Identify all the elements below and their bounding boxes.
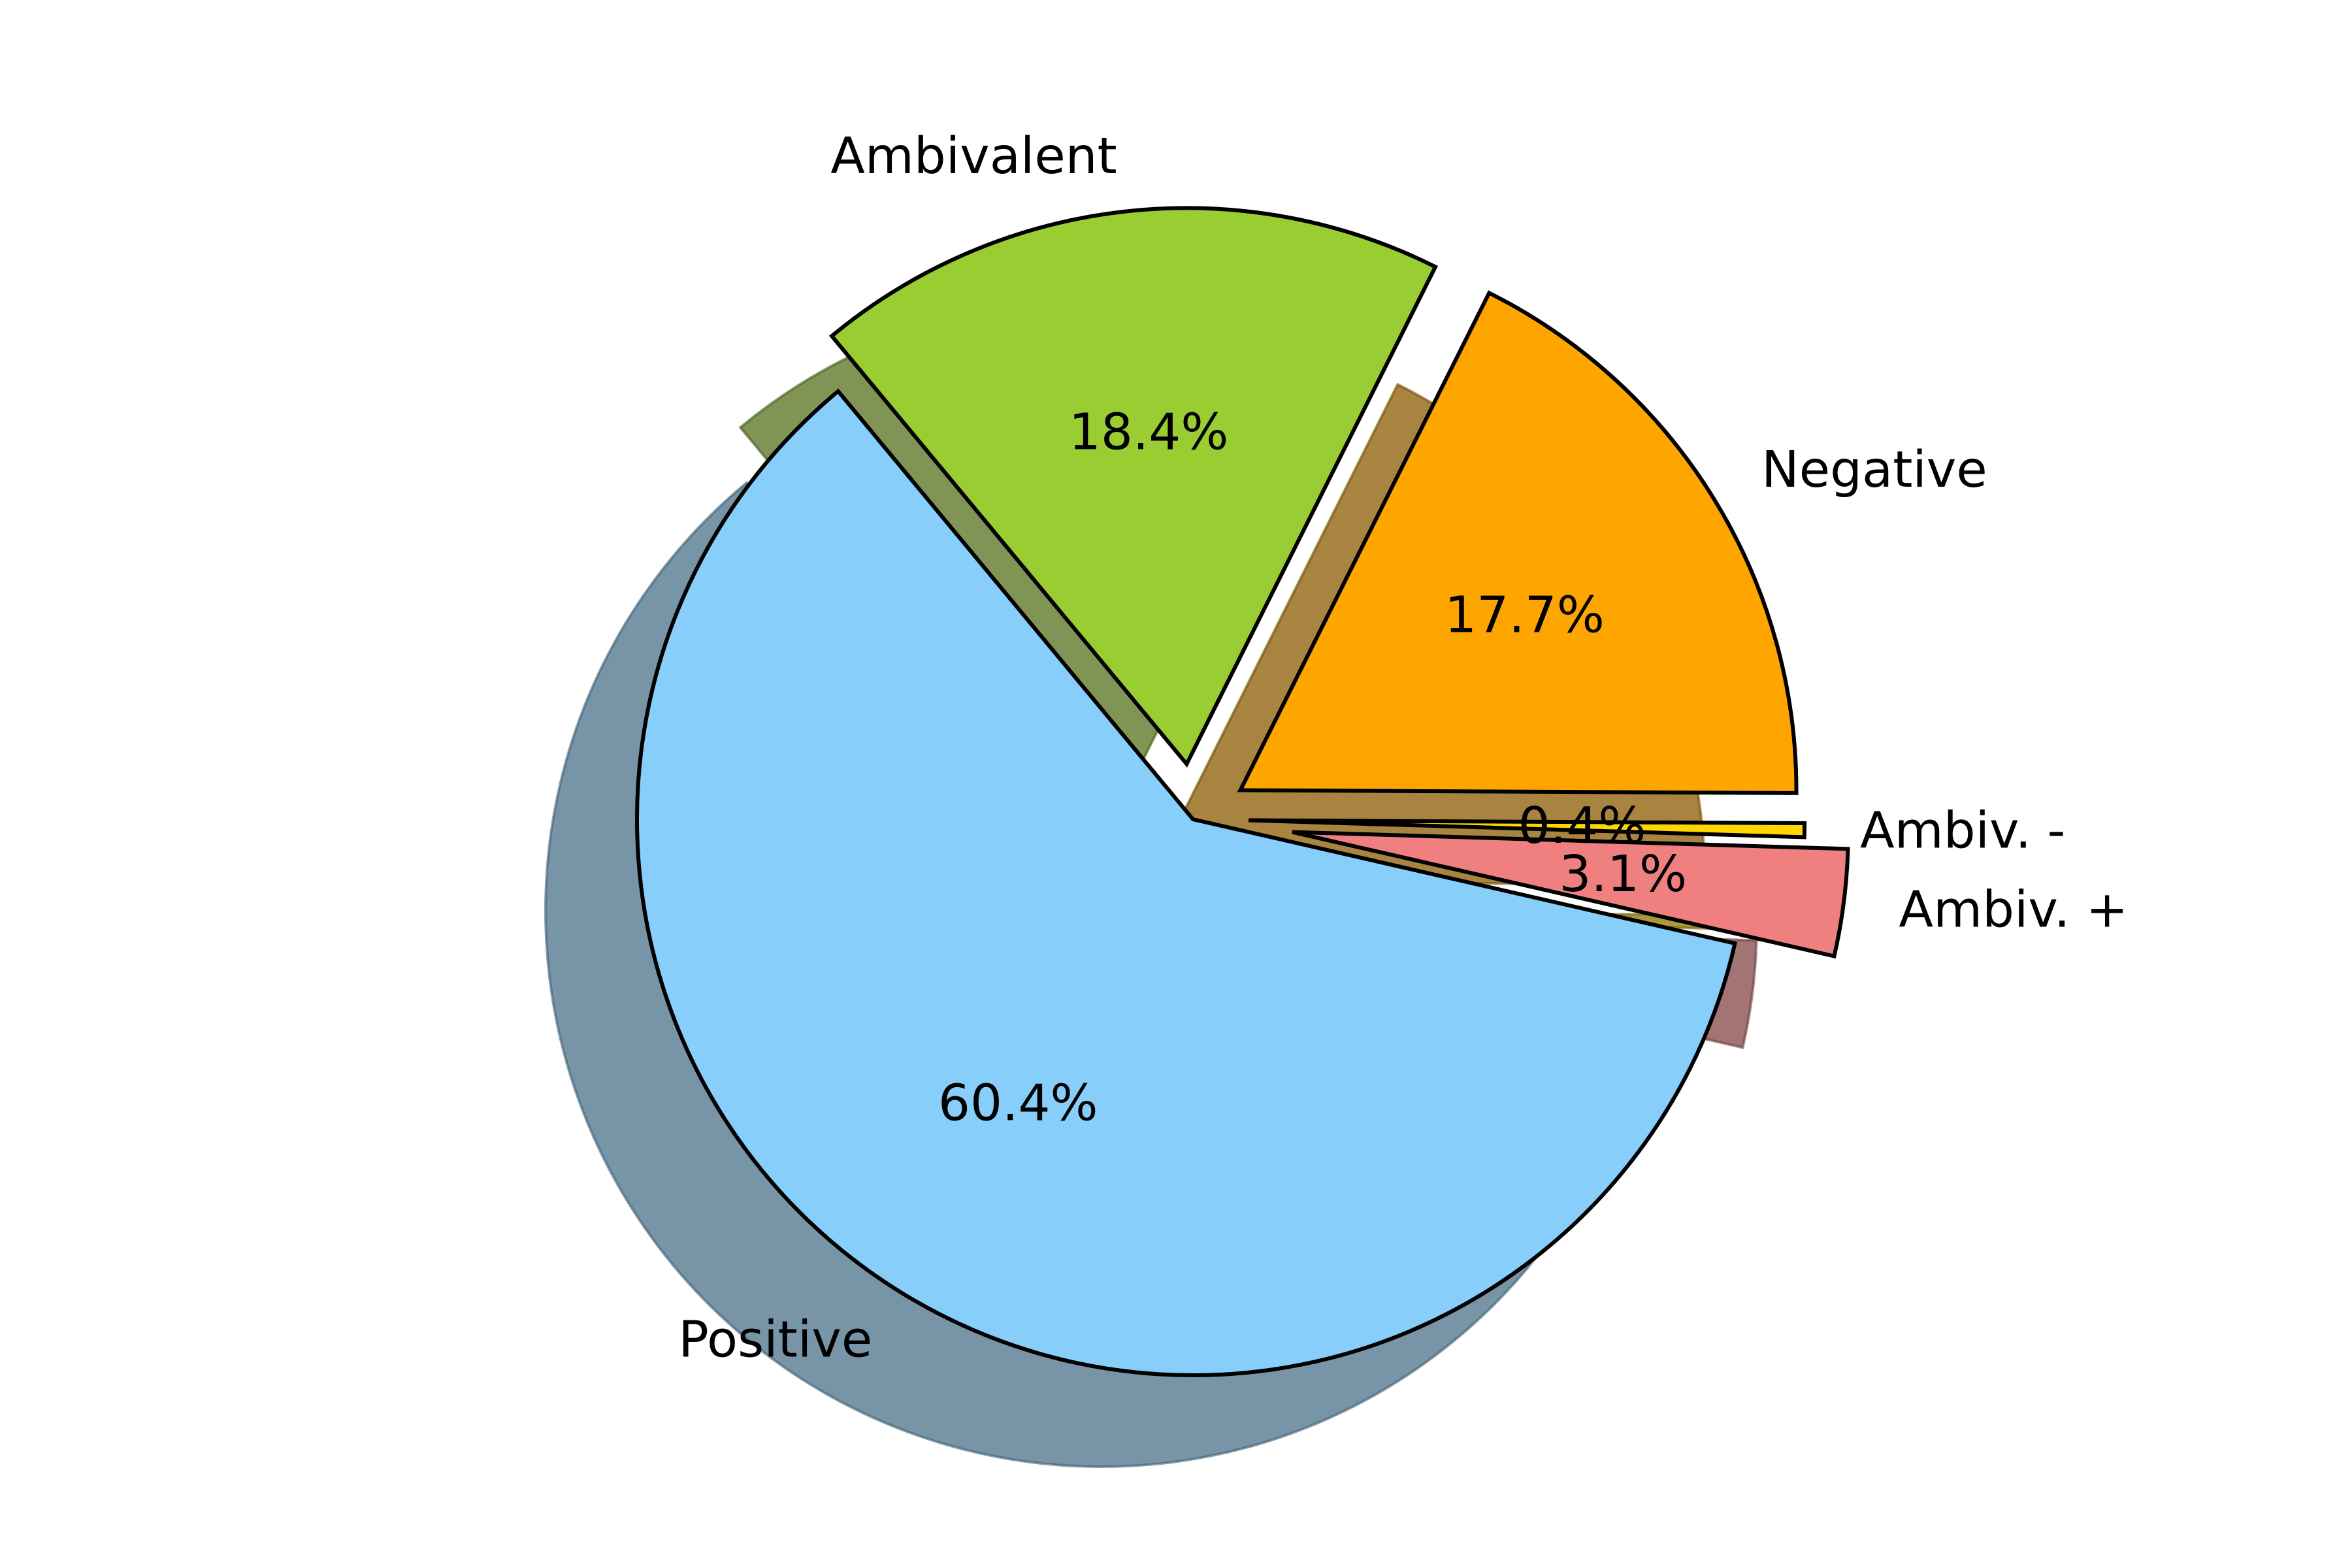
wedge-positive bbox=[635, 388, 1738, 1377]
label-positive: Positive bbox=[678, 1311, 872, 1369]
wedge-layer bbox=[635, 206, 1850, 1377]
label-ambivalent: Ambivalent bbox=[830, 127, 1117, 186]
percent-ambivalent: 18.4% bbox=[1069, 404, 1229, 462]
wedge-ambiv-minus bbox=[1248, 818, 1807, 840]
percent-positive: 60.4% bbox=[938, 1074, 1098, 1132]
wedge-ambivalent bbox=[828, 206, 1439, 768]
label-ambiv-plus: Ambiv. + bbox=[1899, 881, 2128, 939]
wedge-negative bbox=[1237, 290, 1799, 795]
wedge-ambiv-plus bbox=[1292, 830, 1850, 959]
percent-ambiv-plus: 3.1% bbox=[1560, 845, 1688, 904]
percent-ambiv-minus: 0.4% bbox=[1518, 797, 1646, 855]
percent-negative: 17.7% bbox=[1445, 587, 1605, 645]
label-negative: Negative bbox=[1761, 441, 1987, 499]
label-layer: Ambiv. + 3.1% Ambiv. - 0.4% Negative 17.7% Amb… bbox=[678, 127, 2128, 1369]
label-ambiv-minus: Ambiv. - bbox=[1860, 802, 2065, 860]
